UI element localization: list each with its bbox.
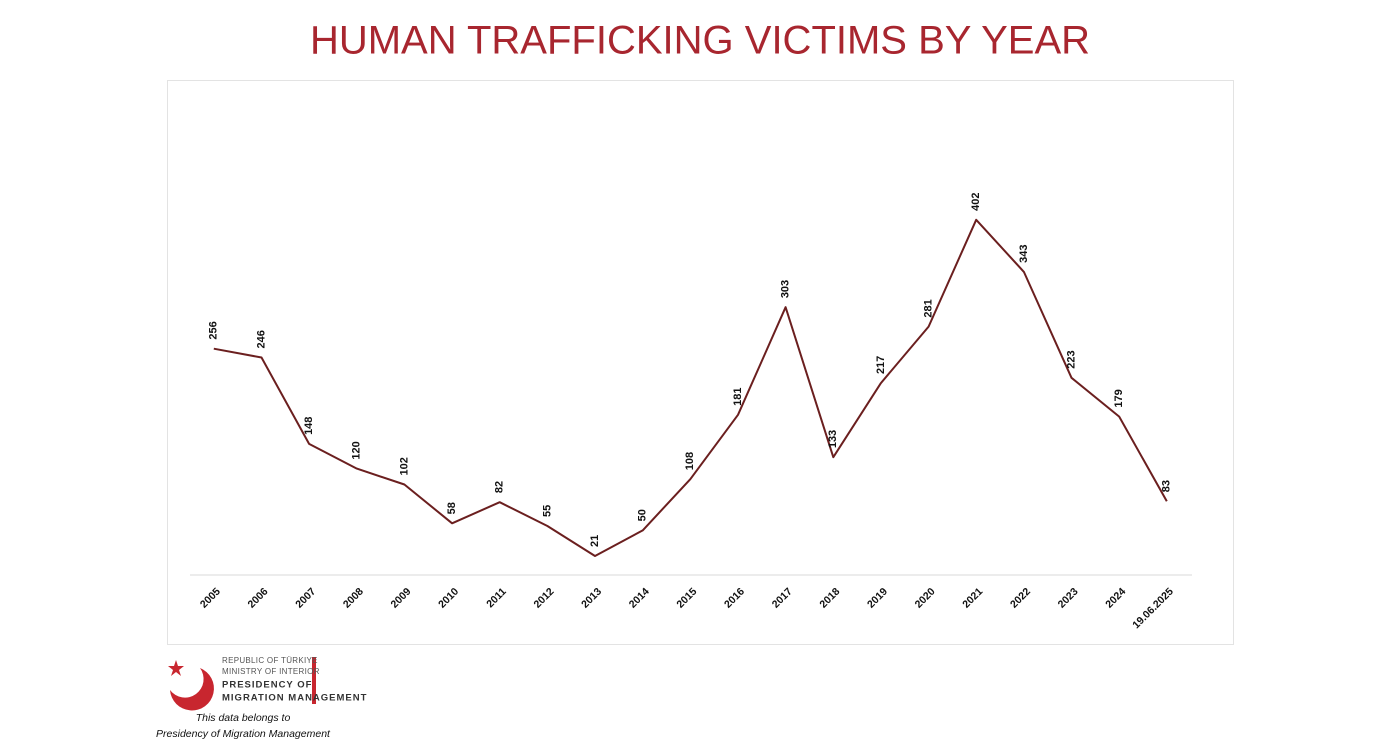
data-label: 217 [875,356,887,374]
data-label: 82 [494,481,506,493]
x-tick-label: 2009 [389,585,414,610]
x-tick-label: 2007 [293,585,318,610]
data-label: 181 [732,387,744,405]
data-label: 133 [827,430,839,448]
x-tick-label: 2021 [960,585,985,610]
logo-note: Presidency of Migration Management [156,728,331,740]
logo-text: REPUBLIC OF TÜRKIYE [222,656,318,665]
x-tick-label: 2017 [770,585,795,610]
x-tick-label: 2023 [1056,585,1081,610]
x-tick-label: 2016 [722,585,747,610]
logo-bar [312,657,316,704]
logo-note: This data belongs to [196,712,291,724]
data-label: 256 [208,321,220,339]
x-tick-label: 2011 [484,585,509,610]
data-label: 343 [1018,245,1030,263]
data-label: 246 [255,330,267,348]
x-tick-label: 2018 [817,585,842,610]
logo-text: PRESIDENCY OF [222,680,312,691]
x-tick-label: 2013 [579,585,604,610]
data-label: 223 [1065,350,1077,368]
data-label: 108 [684,452,696,470]
x-tick-label: 2015 [674,585,699,610]
plot-frame [167,80,1234,645]
data-label: 402 [970,192,982,210]
data-label: 55 [541,505,553,517]
data-label: 179 [1113,389,1125,407]
x-tick-label: 2019 [865,585,890,610]
data-label: 281 [922,299,934,317]
x-tick-label: 19.06.2025 [1130,585,1176,631]
logo-text: MINISTRY OF INTERIOR [222,667,320,676]
data-label: 303 [780,280,792,298]
x-tick-label: 2010 [436,585,461,610]
x-tick-label: 2024 [1103,585,1128,610]
logo-crescent [170,668,214,711]
x-tick-label: 2012 [531,585,556,610]
data-label: 50 [637,509,649,521]
x-tick-label: 2022 [1008,585,1033,610]
chart-title: HUMAN TRAFFICKING VICTIMS BY YEAR [310,19,1090,63]
data-label: 58 [446,502,458,514]
data-label: 21 [589,535,601,547]
x-tick-label: 2006 [246,585,271,610]
logo-text: MIGRATION MANAGEMENT [222,693,367,704]
data-label: 102 [398,457,410,475]
data-label: 120 [351,441,363,459]
x-tick-label: 2005 [198,585,223,610]
x-tick-label: 2020 [913,585,938,610]
logo: REPUBLIC OF TÜRKIYE MINISTRY OF INTERIOR… [156,656,367,740]
data-line [213,218,1168,557]
x-tick-label: 2008 [341,585,366,610]
data-label: 148 [303,417,315,435]
logo-star [168,660,184,676]
data-label: 83 [1161,480,1173,492]
x-tick-label: 2014 [627,585,652,610]
